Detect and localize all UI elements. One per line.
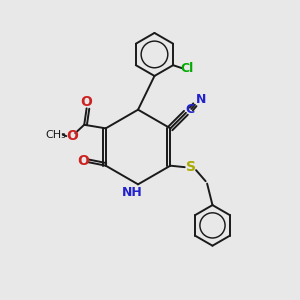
Text: S: S: [186, 160, 196, 174]
Text: Cl: Cl: [181, 62, 194, 75]
Text: CH₃: CH₃: [46, 130, 67, 140]
Text: N: N: [196, 94, 207, 106]
Text: O: O: [66, 129, 78, 143]
Text: O: O: [81, 95, 93, 109]
Text: O: O: [77, 154, 89, 168]
Text: NH: NH: [122, 186, 143, 199]
Text: C: C: [185, 103, 195, 116]
